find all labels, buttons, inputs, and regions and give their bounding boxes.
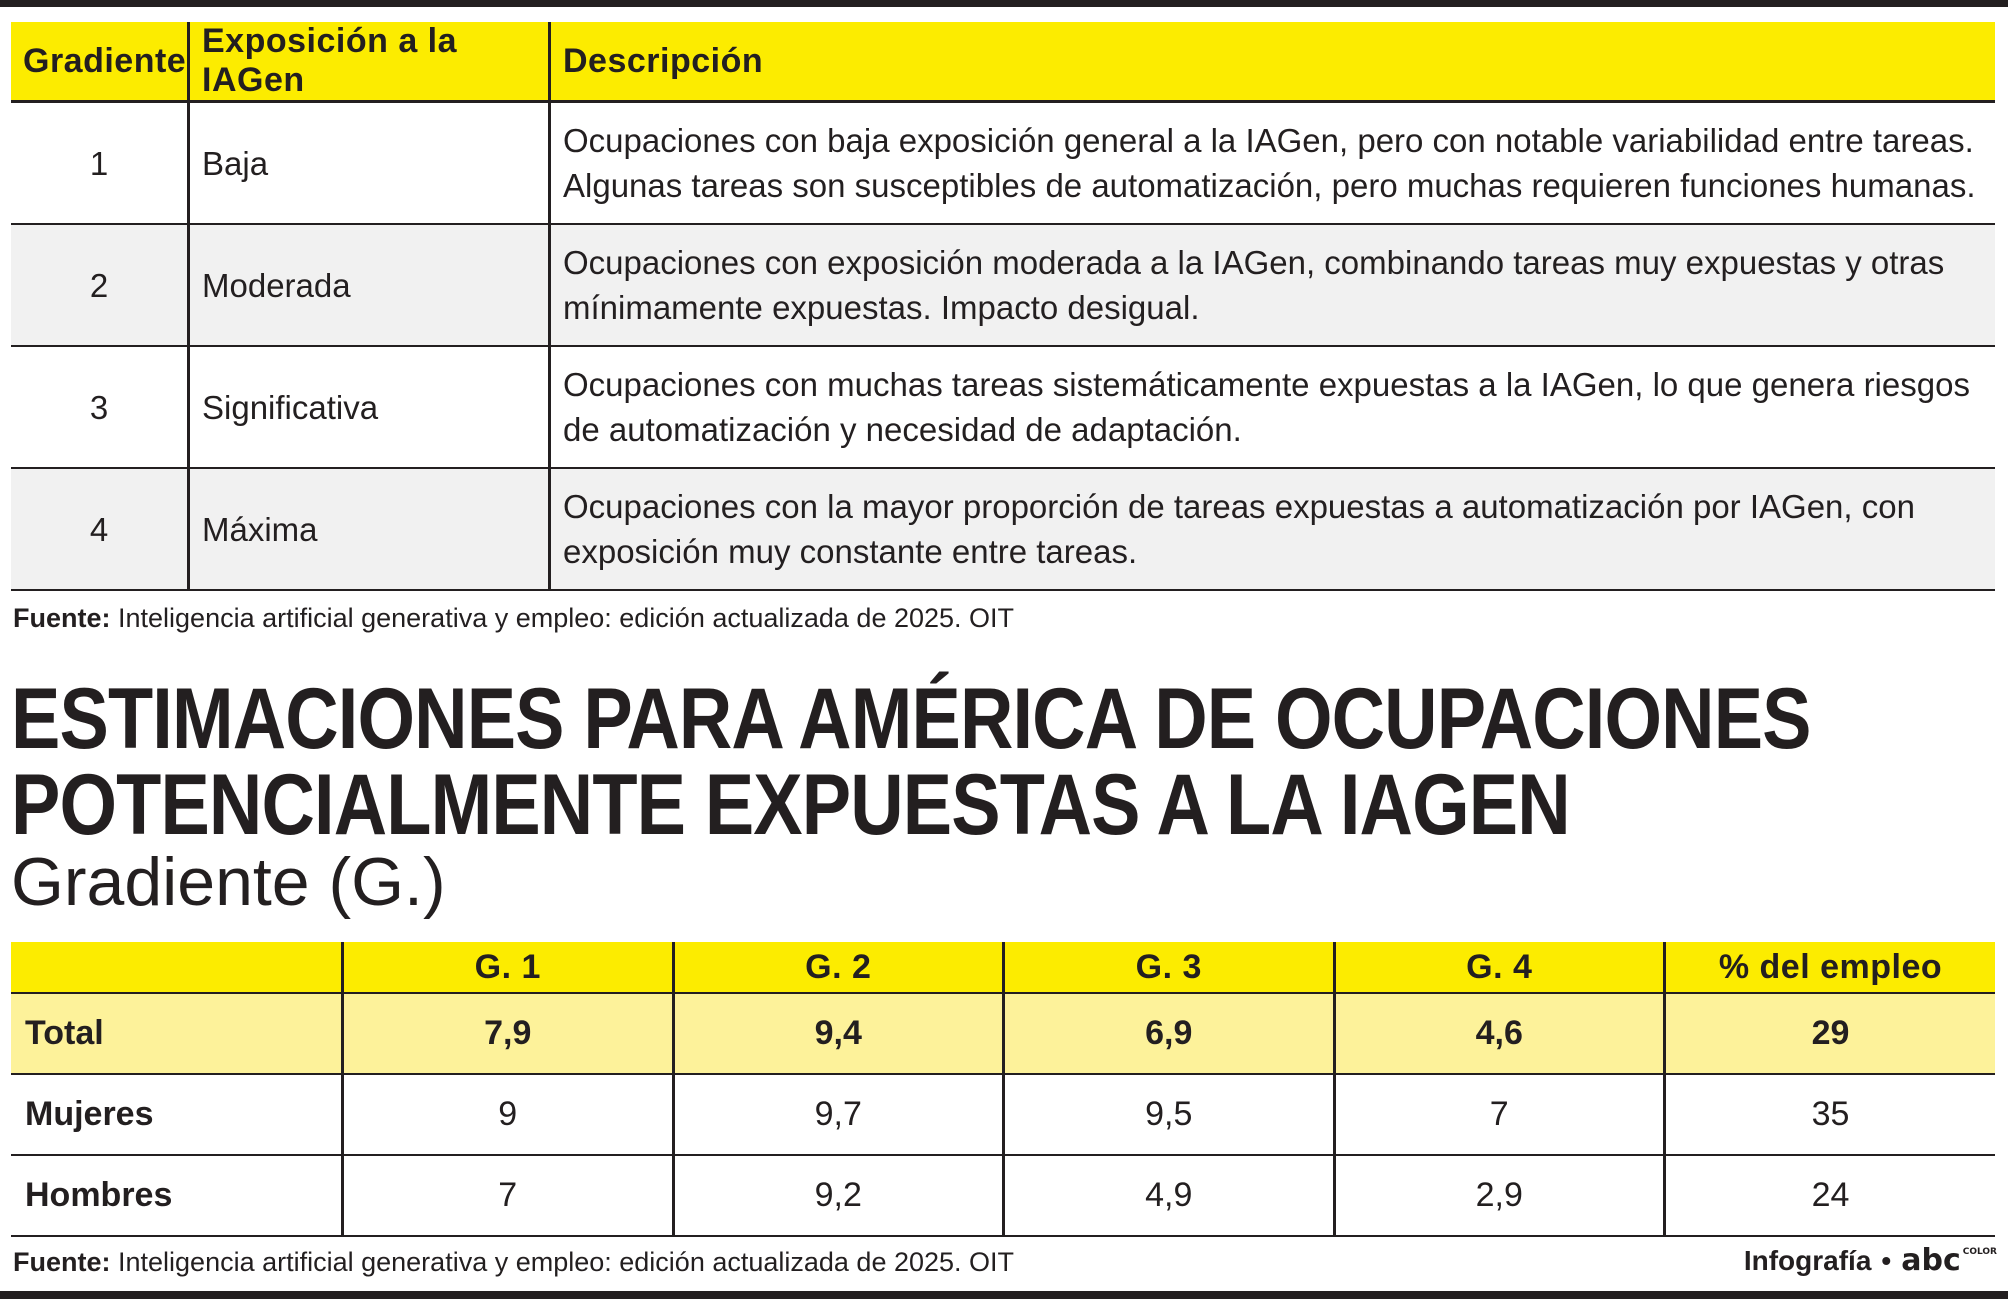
column-header-gradient: Gradiente (11, 22, 189, 103)
table-row: 2 Moderada Ocupaciones con exposición mo… (11, 224, 1995, 347)
row-label: Mujeres (11, 1074, 343, 1156)
column-header-employment-share: % del empleo (1663, 942, 1995, 994)
description-cell: Ocupaciones con la mayor proporción de t… (549, 468, 1995, 591)
title-line-2: POTENCIALMENTE EXPUESTAS A LA IAGEN (11, 757, 1571, 853)
column-header-blank (11, 942, 343, 994)
credit-line: Infografía • abc COLOR (1744, 1245, 1997, 1277)
table-row: 1 Baja Ocupaciones con baja exposición g… (11, 101, 1995, 225)
top-rule (0, 0, 2008, 7)
gradient-cell: 4 (11, 468, 189, 591)
value-cell: 9,2 (671, 1155, 1004, 1237)
value-cell: 9,5 (1002, 1074, 1334, 1156)
logo-small-text: COLOR (1962, 1247, 1997, 1257)
gradient-cell: 3 (11, 346, 189, 469)
value-cell: 9,4 (671, 993, 1004, 1075)
credit-separator: • (1881, 1245, 1892, 1276)
source-note: Fuente: Inteligencia artificial generati… (13, 1247, 1014, 1278)
description-cell: Ocupaciones con muchas tareas sistemátic… (549, 346, 1995, 469)
title-line-1: ESTIMACIONES PARA AMÉRICA DE OCUPACIONES (11, 671, 1812, 767)
bottom-rule (0, 1291, 2008, 1299)
column-header-g1: G. 1 (341, 942, 673, 994)
value-cell: 7 (1332, 1074, 1665, 1156)
table-row-total: Total 7,9 9,4 6,9 4,6 29 (11, 993, 1995, 1075)
source-text: Inteligencia artificial generativa y emp… (110, 603, 1015, 633)
row-label: Total (11, 993, 343, 1075)
value-cell: 24 (1663, 1155, 1995, 1237)
table-row-women: Mujeres 9 9,7 9,5 7 35 (11, 1074, 1995, 1156)
value-cell: 35 (1663, 1074, 1995, 1156)
column-header-g2: G. 2 (671, 942, 1004, 994)
table-row: 4 Máxima Ocupaciones con la mayor propor… (11, 468, 1995, 591)
value-cell: 7,9 (341, 993, 673, 1075)
gradient-cell: 2 (11, 224, 189, 347)
gradient-cell: 1 (11, 101, 189, 225)
exposure-gradient-table: Gradiente Exposición a la IAGen Descripc… (11, 22, 1995, 591)
source-label: Fuente: (13, 603, 111, 633)
source-label: Fuente: (13, 1247, 111, 1277)
exposure-cell: Máxima (187, 468, 551, 591)
table-header-row: G. 1 G. 2 G. 3 G. 4 % del empleo (11, 942, 1995, 994)
source-text: Inteligencia artificial generativa y emp… (110, 1247, 1015, 1277)
value-cell: 7 (341, 1155, 673, 1237)
source-note: Fuente: Inteligencia artificial generati… (13, 603, 1014, 634)
estimates-table: G. 1 G. 2 G. 3 G. 4 % del empleo Total 7… (11, 942, 1995, 1237)
table-header-row: Gradiente Exposición a la IAGen Descripc… (11, 22, 1995, 103)
column-header-g4: G. 4 (1332, 942, 1665, 994)
section-subtitle: Gradiente (G.) (11, 844, 446, 920)
table-row-men: Hombres 7 9,2 4,9 2,9 24 (11, 1155, 1995, 1237)
value-cell: 9 (341, 1074, 673, 1156)
description-cell: Ocupaciones con exposición moderada a la… (549, 224, 1995, 347)
description-cell: Ocupaciones con baja exposición general … (549, 101, 1995, 225)
column-header-g3: G. 3 (1002, 942, 1334, 994)
value-cell: 2,9 (1332, 1155, 1665, 1237)
exposure-cell: Moderada (187, 224, 551, 347)
exposure-cell: Significativa (187, 346, 551, 469)
row-label: Hombres (11, 1155, 343, 1237)
value-cell: 29 (1663, 993, 1995, 1075)
value-cell: 4,9 (1002, 1155, 1334, 1237)
value-cell: 9,7 (671, 1074, 1004, 1156)
value-cell: 4,6 (1332, 993, 1665, 1075)
column-header-exposure: Exposición a la IAGen (187, 22, 551, 103)
logo-text: abc (1901, 1243, 1961, 1278)
value-cell: 6,9 (1002, 993, 1334, 1075)
table-row: 3 Significativa Ocupaciones con muchas t… (11, 346, 1995, 469)
credit-label: Infografía (1743, 1245, 1872, 1276)
exposure-cell: Baja (187, 101, 551, 225)
section-title: ESTIMACIONES PARA AMÉRICA DE OCUPACIONES… (11, 676, 1812, 848)
column-header-description: Descripción (549, 22, 1995, 103)
abc-logo: abc COLOR (1901, 1243, 1997, 1278)
